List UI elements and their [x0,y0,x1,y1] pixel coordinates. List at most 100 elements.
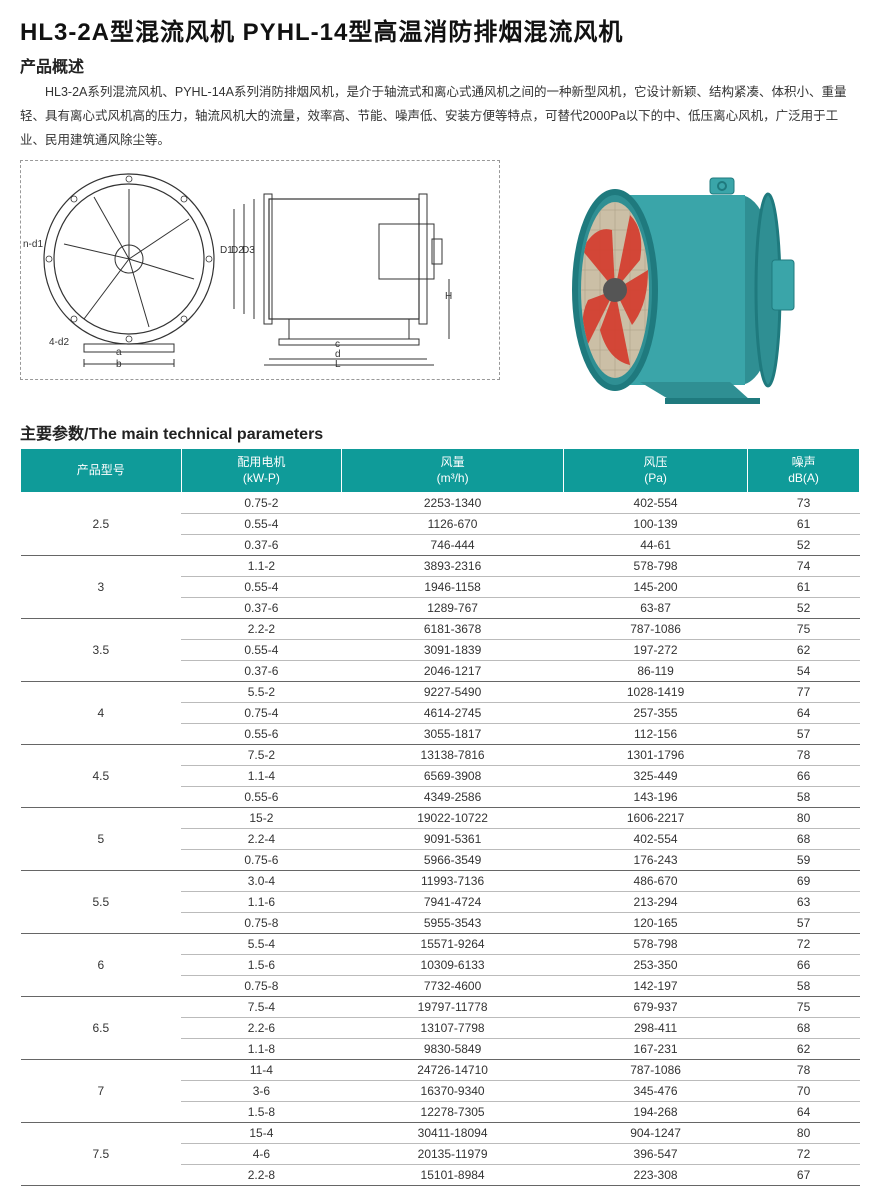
dim-label: b [116,359,122,370]
cell-noise: 59 [748,850,860,871]
cell-motor: 0.37-6 [181,535,342,556]
cell-noise: 73 [748,493,860,514]
cell-noise: 63 [748,892,860,913]
cell-motor: 0.37-6 [181,598,342,619]
cell-motor: 0.75-8 [181,913,342,934]
cell-noise: 67 [748,1165,860,1186]
model-cell: 6 [21,934,182,997]
cell-pressure: 298-411 [563,1018,747,1039]
overview-text: HL3-2A系列混流风机、PYHL-14A系列消防排烟风机，是介于轴流式和离心式… [20,81,860,152]
dim-label: H [445,291,452,302]
cell-noise: 64 [748,1102,860,1123]
cell-noise: 64 [748,703,860,724]
cell-noise: 52 [748,535,860,556]
cell-motor: 7.5-4 [181,997,342,1018]
cell-airflow: 746-444 [342,535,564,556]
cell-noise: 72 [748,1144,860,1165]
cell-airflow: 9091-5361 [342,829,564,850]
cell-pressure: 176-243 [563,850,747,871]
cell-motor: 0.55-4 [181,514,342,535]
cell-motor: 1.1-8 [181,1039,342,1060]
cell-noise: 80 [748,808,860,829]
cell-motor: 1.1-6 [181,892,342,913]
cell-motor: 15-2 [181,808,342,829]
cell-pressure: 486-670 [563,871,747,892]
cell-pressure: 63-87 [563,598,747,619]
cell-pressure: 44-61 [563,535,747,556]
cell-pressure: 578-798 [563,556,747,577]
cell-noise: 70 [748,1081,860,1102]
cell-airflow: 6181-3678 [342,619,564,640]
table-row: 711-424726-14710787-108678 [21,1060,860,1081]
cell-airflow: 1126-670 [342,514,564,535]
cell-motor: 0.55-4 [181,577,342,598]
figure-row: n-d1 4-d2 a b D1 D2 D3 H c d L [20,160,860,410]
cell-noise: 68 [748,829,860,850]
cell-pressure: 345-476 [563,1081,747,1102]
cell-airflow: 19022-10722 [342,808,564,829]
cell-noise: 77 [748,682,860,703]
cell-airflow: 24726-14710 [342,1060,564,1081]
params-thead: 产品型号配用电机(kW-P)风量(m³/h)风压(Pa)噪声dB(A) [21,449,860,493]
model-cell: 5.5 [21,871,182,934]
cell-pressure: 120-165 [563,913,747,934]
cell-motor: 5.5-2 [181,682,342,703]
cell-pressure: 679-937 [563,997,747,1018]
table-row: 5.53.0-411993-7136486-67069 [21,871,860,892]
cell-airflow: 10309-6133 [342,955,564,976]
cell-motor: 1.1-2 [181,556,342,577]
table-row: 7.515-430411-18094904-124780 [21,1123,860,1144]
cell-airflow: 2253-1340 [342,493,564,514]
cell-motor: 0.75-8 [181,976,342,997]
cell-pressure: 145-200 [563,577,747,598]
cell-airflow: 7941-4724 [342,892,564,913]
model-cell: 7 [21,1060,182,1123]
cell-airflow: 5966-3549 [342,850,564,871]
col-header-1: 配用电机(kW-P) [181,449,342,493]
cell-pressure: 167-231 [563,1039,747,1060]
cell-pressure: 904-1247 [563,1123,747,1144]
cell-motor: 2.2-6 [181,1018,342,1039]
cell-airflow: 13107-7798 [342,1018,564,1039]
cell-noise: 62 [748,640,860,661]
cell-noise: 66 [748,955,860,976]
cell-pressure: 257-355 [563,703,747,724]
col-header-4: 噪声dB(A) [748,449,860,493]
cell-airflow: 1289-767 [342,598,564,619]
cell-noise: 74 [748,556,860,577]
cell-noise: 58 [748,976,860,997]
model-cell: 5 [21,808,182,871]
cell-airflow: 9830-5849 [342,1039,564,1060]
dim-label: L [335,359,341,370]
col-header-3: 风压(Pa) [563,449,747,493]
cell-pressure: 787-1086 [563,1060,747,1081]
cell-pressure: 142-197 [563,976,747,997]
cell-airflow: 4614-2745 [342,703,564,724]
cell-airflow: 6569-3908 [342,766,564,787]
model-cell: 2.5 [21,493,182,556]
cell-noise: 57 [748,724,860,745]
cell-motor: 4-6 [181,1144,342,1165]
cell-pressure: 86-119 [563,661,747,682]
cell-motor: 3.0-4 [181,871,342,892]
cell-noise: 78 [748,745,860,766]
cell-noise: 57 [748,913,860,934]
cell-motor: 1.1-4 [181,766,342,787]
cell-noise: 54 [748,661,860,682]
cell-noise: 61 [748,577,860,598]
product-photo [520,160,840,410]
cell-pressure: 402-554 [563,829,747,850]
dim-label: D3 [242,245,255,256]
cell-motor: 15-4 [181,1123,342,1144]
table-row: 6.57.5-419797-11778679-93775 [21,997,860,1018]
table-row: 4.57.5-213138-78161301-179678 [21,745,860,766]
cell-motor: 0.75-2 [181,493,342,514]
cell-pressure: 253-350 [563,955,747,976]
cell-pressure: 1606-2217 [563,808,747,829]
cell-airflow: 4349-2586 [342,787,564,808]
cell-noise: 75 [748,619,860,640]
cell-motor: 0.37-6 [181,661,342,682]
col-header-2: 风量(m³/h) [342,449,564,493]
model-cell: 7.5 [21,1123,182,1186]
cell-pressure: 194-268 [563,1102,747,1123]
